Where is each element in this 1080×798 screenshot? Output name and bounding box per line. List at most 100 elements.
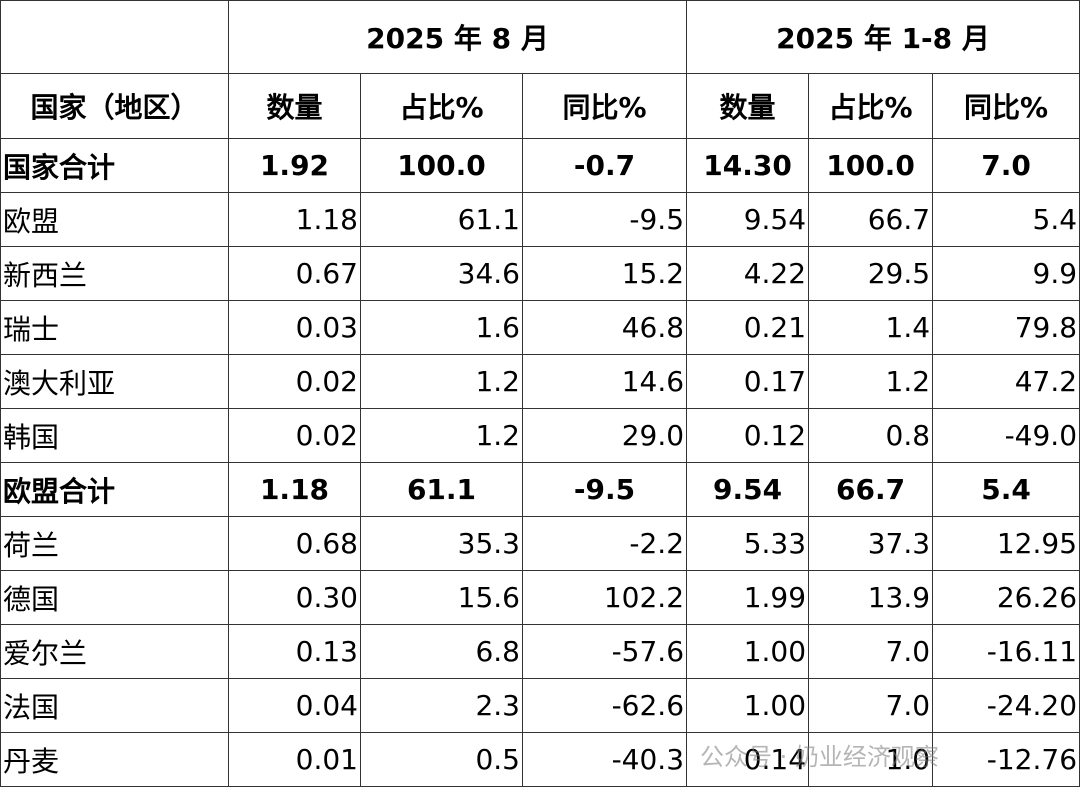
- table-row: 爱尔兰 0.13 6.8 -57.6 1.00 7.0 -16.11: [0, 624, 1080, 679]
- cell: -9.5: [521, 192, 688, 247]
- cell: 9.9: [932, 246, 1080, 301]
- cell: -40.3: [521, 732, 688, 787]
- column-header: 占比%: [808, 73, 934, 139]
- row-label: 国家合计: [0, 138, 229, 193]
- cell: 37.3: [808, 516, 934, 571]
- cell: 13.9: [808, 570, 934, 625]
- table-row: 欧盟合计 1.18 61.1 -9.5 9.54 66.7 5.4: [0, 462, 1080, 517]
- cell: -49.0: [932, 408, 1080, 463]
- cell: 0.68: [228, 516, 361, 571]
- cell: 9.54: [686, 192, 810, 247]
- cell: 1.18: [228, 462, 361, 517]
- cell: 79.8: [932, 300, 1080, 355]
- cell: 34.6: [360, 246, 523, 301]
- cell: 61.1: [360, 192, 523, 247]
- cell: 29.5: [808, 246, 934, 301]
- cell: 7.0: [932, 138, 1080, 193]
- cell: 7.0: [808, 624, 934, 679]
- column-header: 同比%: [932, 73, 1080, 139]
- cell: 61.1: [360, 462, 523, 517]
- group-header-row: 2025 年 8 月 2025 年 1-8 月: [0, 0, 1080, 74]
- cell: 46.8: [521, 300, 688, 355]
- cell: 1.0: [808, 732, 934, 787]
- column-header: 数量: [686, 73, 810, 139]
- cell: 1.99: [686, 570, 810, 625]
- cell: 9.54: [686, 462, 810, 517]
- cell: 0.12: [686, 408, 810, 463]
- cell: -62.6: [521, 678, 688, 733]
- table-row: 瑞士 0.03 1.6 46.8 0.21 1.4 79.8: [0, 300, 1080, 355]
- cell: 29.0: [521, 408, 688, 463]
- cell: -2.2: [521, 516, 688, 571]
- row-label: 爱尔兰: [0, 624, 229, 679]
- cell: 5.4: [932, 462, 1080, 517]
- row-label: 法国: [0, 678, 229, 733]
- cell: 100.0: [360, 138, 523, 193]
- cell: -57.6: [521, 624, 688, 679]
- table-row: 国家合计 1.92 100.0 -0.7 14.30 100.0 7.0: [0, 138, 1080, 193]
- table-row: 丹麦 0.01 0.5 -40.3 0.14 1.0 -12.76: [0, 732, 1080, 787]
- row-label: 澳大利亚: [0, 354, 229, 409]
- column-header-row: 国家（地区） 数量 占比% 同比% 数量 占比% 同比%: [0, 73, 1080, 139]
- cell: 7.0: [808, 678, 934, 733]
- cell: 0.14: [686, 732, 810, 787]
- cell: 0.13: [228, 624, 361, 679]
- cell: 100.0: [808, 138, 934, 193]
- cell: 1.2: [360, 408, 523, 463]
- cell: 1.00: [686, 678, 810, 733]
- cell: 0.02: [228, 408, 361, 463]
- cell: 66.7: [808, 192, 934, 247]
- corner-cell: [0, 0, 229, 74]
- cell: 12.95: [932, 516, 1080, 571]
- row-label: 德国: [0, 570, 229, 625]
- row-label: 欧盟合计: [0, 462, 229, 517]
- cell: 0.30: [228, 570, 361, 625]
- cell: 1.92: [228, 138, 361, 193]
- cell: 0.21: [686, 300, 810, 355]
- cell: 14.30: [686, 138, 810, 193]
- cell: 0.17: [686, 354, 810, 409]
- cell: 0.67: [228, 246, 361, 301]
- column-header: 国家（地区）: [0, 73, 229, 139]
- cell: 26.26: [932, 570, 1080, 625]
- cell: 15.2: [521, 246, 688, 301]
- cell: 0.8: [808, 408, 934, 463]
- cell: 5.33: [686, 516, 810, 571]
- cell: 1.2: [360, 354, 523, 409]
- group-header: 2025 年 1-8 月: [686, 0, 1080, 74]
- group-header: 2025 年 8 月: [227, 0, 688, 74]
- row-label: 韩国: [0, 408, 229, 463]
- cell: 5.4: [932, 192, 1080, 247]
- row-label: 丹麦: [0, 732, 229, 787]
- cell: 0.02: [228, 354, 361, 409]
- cell: -24.20: [932, 678, 1080, 733]
- table-row: 法国 0.04 2.3 -62.6 1.00 7.0 -24.20: [0, 678, 1080, 733]
- cell: 1.00: [686, 624, 810, 679]
- cell: 1.6: [360, 300, 523, 355]
- cell: 0.5: [360, 732, 523, 787]
- cell: -12.76: [932, 732, 1080, 787]
- cell: 0.03: [228, 300, 361, 355]
- cell: 47.2: [932, 354, 1080, 409]
- cell: 35.3: [360, 516, 523, 571]
- table-row: 新西兰 0.67 34.6 15.2 4.22 29.5 9.9: [0, 246, 1080, 301]
- cell: 6.8: [360, 624, 523, 679]
- table-row: 德国 0.30 15.6 102.2 1.99 13.9 26.26: [0, 570, 1080, 625]
- cell: -9.5: [521, 462, 688, 517]
- row-label: 欧盟: [0, 192, 229, 247]
- column-header: 数量: [228, 73, 361, 139]
- cell: 102.2: [521, 570, 688, 625]
- column-header: 同比%: [521, 73, 688, 139]
- table-row: 荷兰 0.68 35.3 -2.2 5.33 37.3 12.95: [0, 516, 1080, 571]
- table-row: 澳大利亚 0.02 1.2 14.6 0.17 1.2 47.2: [0, 354, 1080, 409]
- column-header: 占比%: [360, 73, 523, 139]
- cell: 0.04: [228, 678, 361, 733]
- row-label: 瑞士: [0, 300, 229, 355]
- row-label: 荷兰: [0, 516, 229, 571]
- cell: 1.18: [228, 192, 361, 247]
- cell: 14.6: [521, 354, 688, 409]
- cell: -0.7: [521, 138, 688, 193]
- cell: 1.4: [808, 300, 934, 355]
